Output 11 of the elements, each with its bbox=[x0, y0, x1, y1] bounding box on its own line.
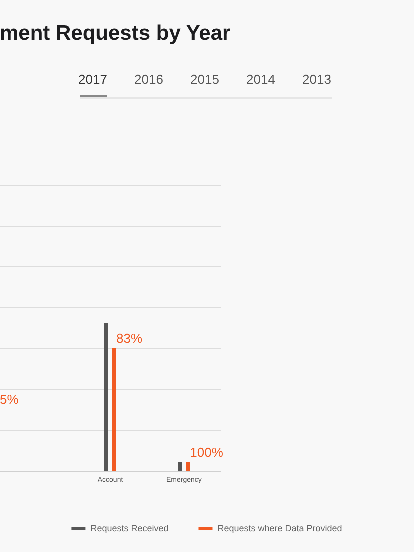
annotation: 100% bbox=[190, 445, 224, 460]
text: 2015 bbox=[190, 72, 220, 87]
chart-title: ment Requests by Year bbox=[0, 22, 231, 46]
text: 2017 bbox=[78, 72, 108, 87]
legend-label: Requests Received bbox=[90, 524, 169, 534]
text: 2014 bbox=[246, 72, 276, 87]
legend-label: Requests where Data Provided bbox=[218, 524, 342, 534]
text: 2013 bbox=[302, 72, 332, 87]
annotation: 83% bbox=[116, 331, 143, 346]
annotation: 5% bbox=[0, 392, 19, 407]
text: 2016 bbox=[134, 72, 164, 87]
